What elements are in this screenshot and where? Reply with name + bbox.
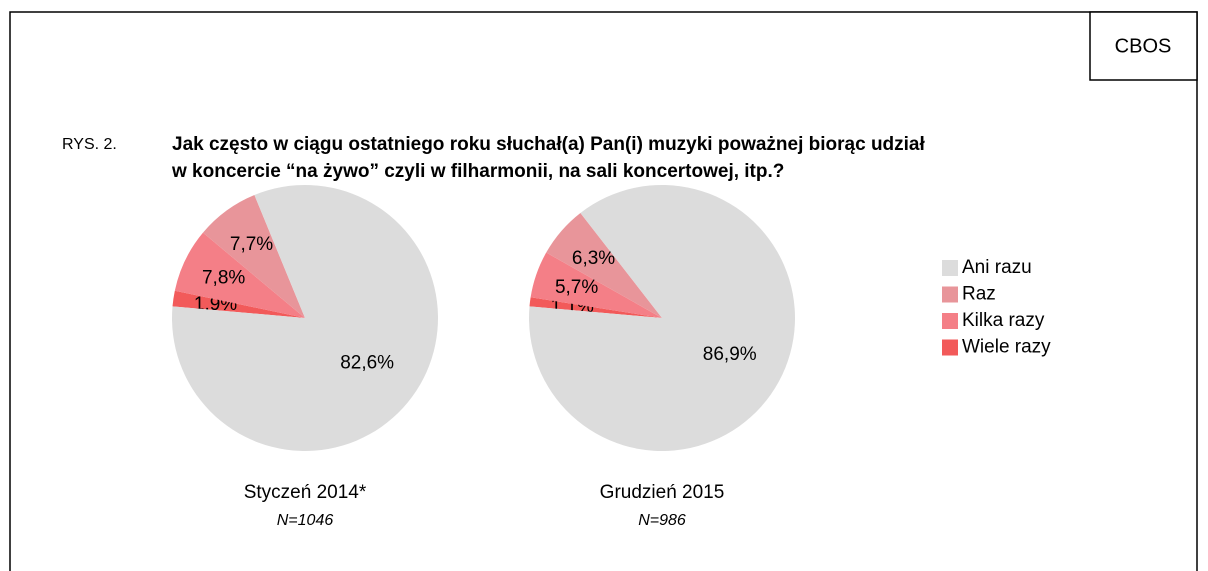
pie-subtitle: N=1046 xyxy=(277,512,334,529)
legend-swatch xyxy=(942,339,958,356)
pie-slice xyxy=(529,297,662,318)
data-label: 7,8% xyxy=(202,268,245,289)
pie-subtitle: N=986 xyxy=(638,512,686,529)
source-box xyxy=(1089,11,1198,81)
legend-swatch xyxy=(942,260,958,276)
frame xyxy=(9,11,1198,571)
legend-swatch xyxy=(942,313,958,329)
pie-title: Grudzień 2015 xyxy=(600,482,725,503)
pie-slice xyxy=(529,185,795,452)
legend-swatch xyxy=(942,286,958,303)
data-label: 5,7% xyxy=(555,277,598,298)
pie-slice xyxy=(546,212,662,318)
data-label: 6,3% xyxy=(572,248,615,269)
pie-slice xyxy=(202,195,305,318)
figure-number: RYS. 2. xyxy=(62,136,117,153)
title-line: w koncercie “na żywo” czyli w filharmoni… xyxy=(171,161,784,182)
title-line: Jak często w ciągu ostatniego roku słuch… xyxy=(172,134,926,155)
legend-label: Raz xyxy=(962,284,996,305)
data-label: 7,7% xyxy=(230,234,273,255)
pie-slice xyxy=(530,252,662,318)
pie-title: Styczeń 2014* xyxy=(244,482,367,503)
data-label: 82,6% xyxy=(340,353,394,374)
legend-label: Kilka razy xyxy=(962,310,1045,331)
pie-slice xyxy=(174,232,305,318)
pie-slice xyxy=(172,290,305,318)
legend-label: Wiele razy xyxy=(962,337,1051,358)
data-label: 86,9% xyxy=(703,344,757,365)
pie-slice xyxy=(172,185,438,452)
source: CBOS xyxy=(1115,35,1172,57)
legend-label: Ani razu xyxy=(962,257,1032,278)
